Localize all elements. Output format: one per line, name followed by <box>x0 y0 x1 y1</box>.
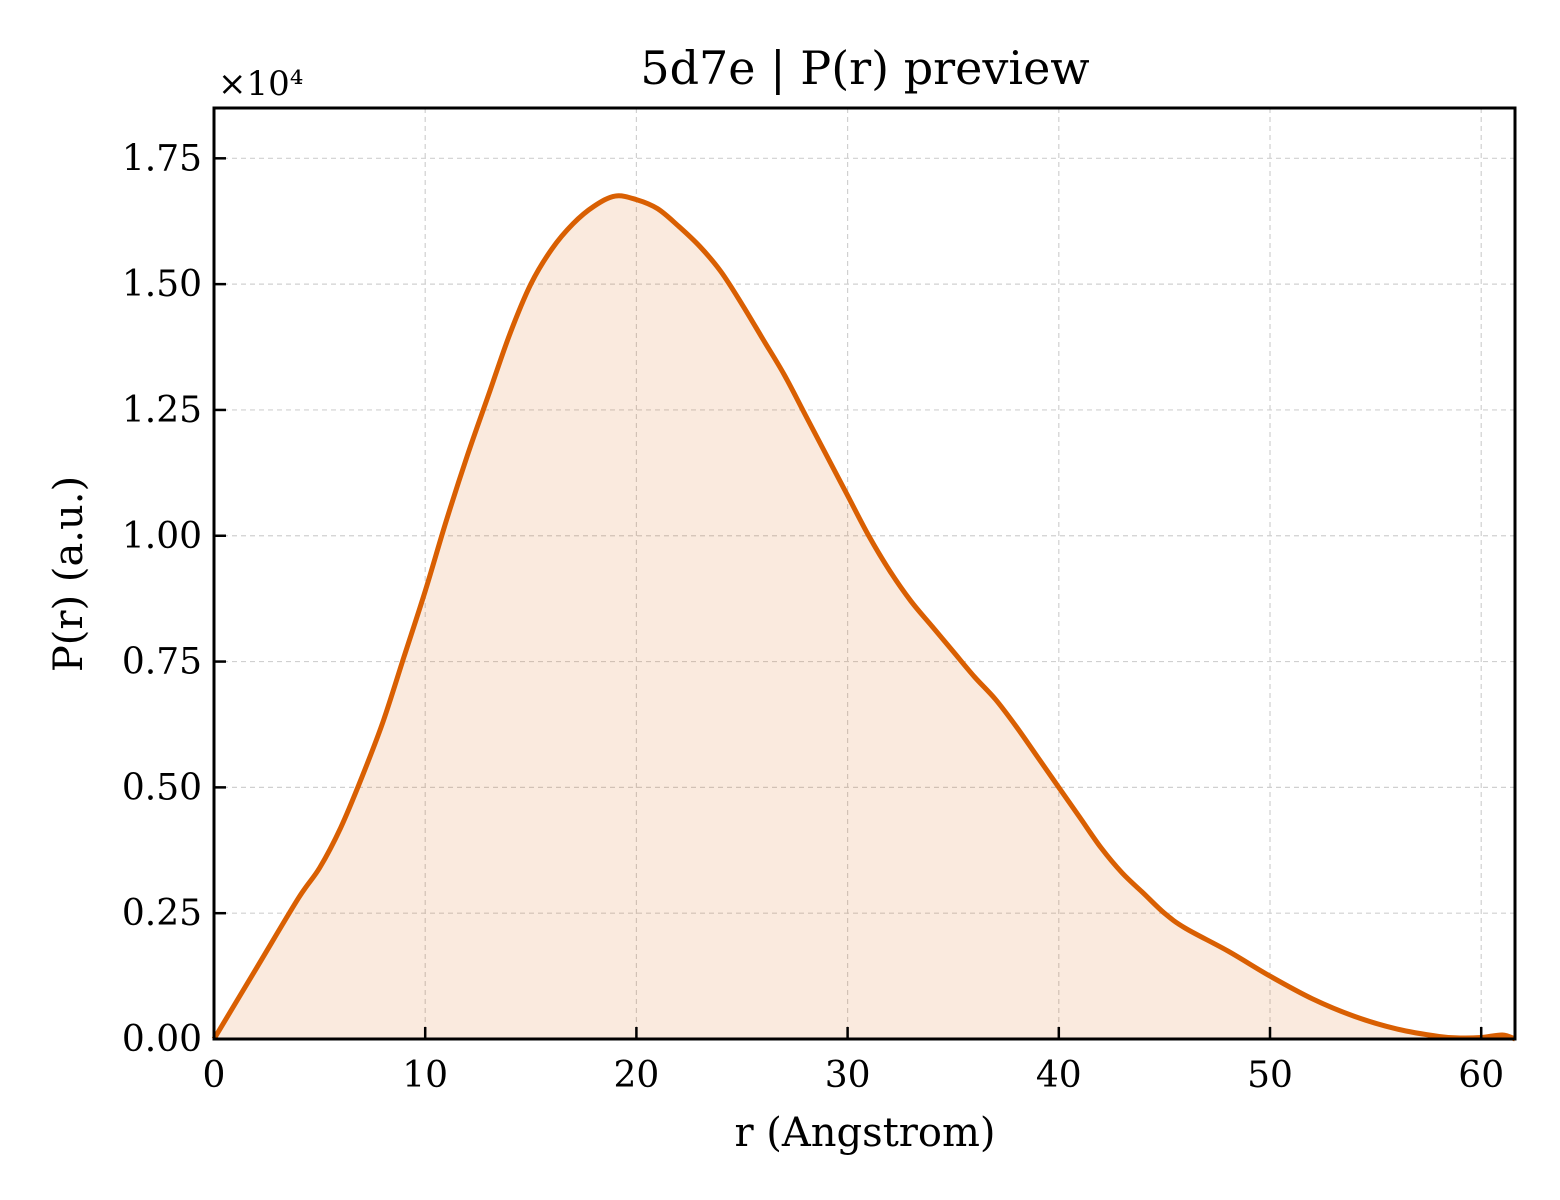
y-tick-label: 1.25 <box>122 390 202 431</box>
x-axis-ticks: 0 10 20 30 40 50 60 <box>203 1027 1504 1096</box>
y-tick-label: 0.00 <box>122 1019 202 1060</box>
x-tick-label: 30 <box>825 1055 871 1096</box>
x-tick-label: 20 <box>613 1055 659 1096</box>
y-tick-label: 1.00 <box>122 516 202 557</box>
grid <box>214 108 1515 1039</box>
y-tick-label: 0.75 <box>122 642 202 683</box>
x-tick-label: 40 <box>1036 1055 1082 1096</box>
y-tick-label: 0.25 <box>122 893 202 934</box>
y-tick-label: 1.75 <box>122 138 202 179</box>
y-tick-label: 1.50 <box>122 264 202 305</box>
x-axis-label: r (Angstrom) <box>734 1110 995 1156</box>
y-multiplier-label: ×10⁴ <box>218 64 303 104</box>
x-tick-label: 50 <box>1247 1055 1293 1096</box>
pr-area-fill <box>214 195 1515 1039</box>
x-tick-label: 60 <box>1458 1055 1504 1096</box>
plot-frame <box>212 106 1517 1041</box>
x-tick-label: 10 <box>402 1055 448 1096</box>
y-axis-label: P(r) (a.u.) <box>46 476 92 672</box>
chart-title: 5d7e | P(r) preview <box>640 41 1089 95</box>
x-tick-label: 0 <box>203 1055 226 1096</box>
y-axis-ticks: 0.00 0.25 0.50 0.75 1.00 1.25 1.50 1.75 <box>122 138 226 1060</box>
y-tick-label: 0.50 <box>122 767 202 808</box>
pr-curve-line <box>211 193 1516 1042</box>
